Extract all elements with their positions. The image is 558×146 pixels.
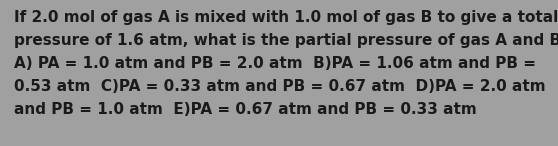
Text: A) PA = 1.0 atm and PB = 2.0 atm  B)PA = 1.06 atm and PB =: A) PA = 1.0 atm and PB = 2.0 atm B)PA = … [14, 56, 536, 71]
Text: pressure of 1.6 atm, what is the partial pressure of gas A and B?: pressure of 1.6 atm, what is the partial… [14, 33, 558, 48]
Text: 0.53 atm  C)PA = 0.33 atm and PB = 0.67 atm  D)PA = 2.0 atm: 0.53 atm C)PA = 0.33 atm and PB = 0.67 a… [14, 79, 546, 94]
Text: If 2.0 mol of gas A is mixed with 1.0 mol of gas B to give a total: If 2.0 mol of gas A is mixed with 1.0 mo… [14, 10, 558, 25]
Text: and PB = 1.0 atm  E)PA = 0.67 atm and PB = 0.33 atm: and PB = 1.0 atm E)PA = 0.67 atm and PB … [14, 102, 477, 117]
